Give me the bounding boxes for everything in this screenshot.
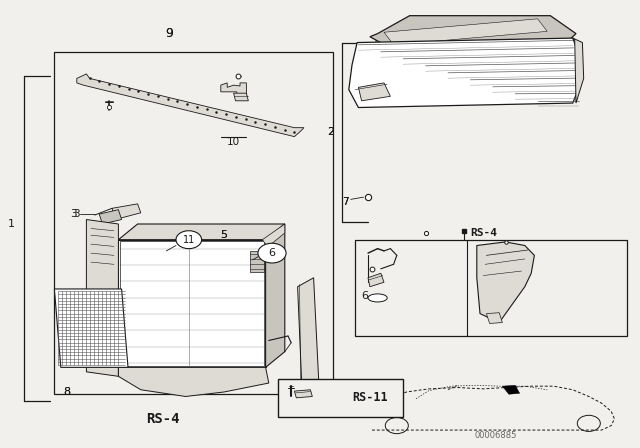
Bar: [278, 379, 403, 417]
Polygon shape: [502, 385, 520, 394]
Polygon shape: [358, 83, 390, 101]
Text: RS-4: RS-4: [147, 412, 180, 426]
Bar: [355, 240, 627, 336]
Text: 2: 2: [327, 127, 334, 137]
Text: 7: 7: [342, 197, 349, 207]
Polygon shape: [221, 83, 246, 96]
Polygon shape: [298, 278, 319, 392]
Text: RS-11: RS-11: [352, 391, 388, 404]
Polygon shape: [368, 273, 384, 287]
Polygon shape: [54, 289, 128, 367]
Ellipse shape: [368, 294, 387, 302]
Polygon shape: [77, 74, 304, 137]
Polygon shape: [99, 210, 122, 224]
Text: 9: 9: [166, 27, 173, 40]
Polygon shape: [573, 38, 584, 103]
Text: 11: 11: [182, 235, 195, 245]
Text: 3: 3: [70, 209, 77, 219]
Bar: [54, 52, 333, 394]
Circle shape: [258, 243, 286, 263]
Text: 5: 5: [221, 230, 227, 240]
Polygon shape: [118, 367, 269, 396]
Circle shape: [577, 415, 600, 431]
Polygon shape: [86, 220, 118, 376]
Text: 2: 2: [327, 127, 334, 137]
Text: 00006885: 00006885: [475, 431, 517, 440]
Text: 1: 1: [8, 219, 15, 229]
Polygon shape: [234, 93, 248, 101]
Text: 8: 8: [63, 387, 71, 397]
Bar: [120, 241, 264, 366]
Text: 5: 5: [221, 230, 227, 240]
Text: 6: 6: [269, 248, 275, 258]
Circle shape: [385, 418, 408, 434]
Polygon shape: [118, 224, 285, 240]
Text: 7: 7: [342, 197, 349, 207]
Text: 3: 3: [74, 209, 80, 219]
Text: 10: 10: [227, 138, 240, 147]
Polygon shape: [112, 204, 141, 220]
Text: 8: 8: [63, 387, 71, 397]
Polygon shape: [262, 224, 285, 249]
Polygon shape: [384, 19, 547, 45]
Polygon shape: [118, 240, 266, 367]
Polygon shape: [349, 38, 582, 108]
Text: 9: 9: [166, 27, 173, 40]
Text: 6: 6: [362, 291, 369, 301]
Polygon shape: [294, 390, 312, 398]
Polygon shape: [266, 224, 285, 367]
Bar: [250, 251, 264, 272]
Polygon shape: [486, 313, 502, 323]
Polygon shape: [477, 242, 534, 323]
Polygon shape: [370, 16, 576, 52]
Text: RS-4: RS-4: [470, 228, 497, 238]
Circle shape: [176, 231, 202, 249]
